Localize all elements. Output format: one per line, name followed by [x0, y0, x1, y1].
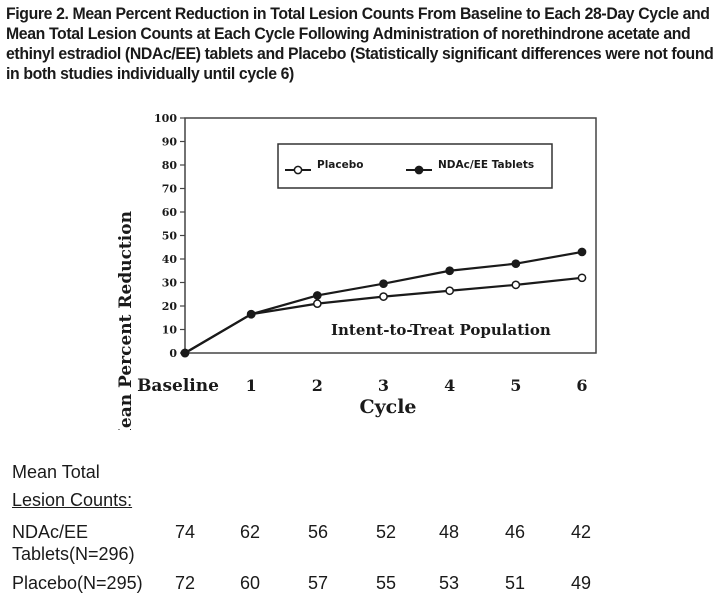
x-axis-label: Cycle — [359, 396, 416, 418]
data-point — [445, 286, 455, 296]
table-cell: 74 — [174, 522, 196, 542]
y-ticks: 0 10 20 30 40 50 60 70 80 90 100 — [154, 112, 185, 360]
legend: Placebo NDAc/EE Tablets — [277, 143, 553, 189]
y-tick-label: 10 — [162, 324, 178, 337]
data-point — [511, 280, 521, 290]
table-cell: 62 — [239, 522, 261, 542]
table-cell: 53 — [438, 573, 460, 593]
y-tick-label: 50 — [162, 230, 178, 243]
x-tick-label: 1 — [246, 376, 257, 395]
table-cell: 46 — [504, 522, 526, 542]
table-cell: 57 — [307, 573, 329, 593]
x-tick-label: 4 — [444, 376, 455, 395]
series-line-0 — [184, 276, 583, 354]
y-tick-label: 70 — [162, 183, 178, 196]
data-point — [312, 299, 322, 308]
y-tick-label: 20 — [162, 300, 178, 313]
data-point — [577, 273, 587, 283]
table-cell: 42 — [570, 522, 592, 542]
data-point — [312, 291, 322, 300]
legend-label: NDAc/EE Tablets — [438, 159, 534, 171]
legend-box — [277, 143, 553, 189]
table-cell: 72 — [174, 573, 196, 593]
x-tick-label: 3 — [378, 376, 389, 395]
row-label-ndac-line2: Tablets(N=296) — [12, 544, 135, 564]
table-cell: 51 — [504, 573, 526, 593]
table-cell: 52 — [375, 522, 397, 542]
y-tick-label: 0 — [169, 347, 177, 360]
series-points — [180, 247, 587, 358]
table-header-line2: Lesion Counts: — [12, 490, 133, 510]
y-tick-label: 80 — [162, 159, 178, 172]
figure-title: Figure 2. Mean Percent Reduction in Tota… — [6, 4, 714, 83]
table-cell: 56 — [307, 522, 329, 542]
x-tick-label: Baseline — [137, 376, 219, 396]
x-tick-label: 6 — [576, 376, 587, 395]
row-label-ndac: NDAc/EE — [12, 522, 89, 542]
row-label-placebo: Placebo(N=295) — [12, 573, 143, 593]
data-point — [180, 348, 190, 358]
y-tick-label: 100 — [154, 112, 177, 125]
legend-marker — [414, 165, 424, 175]
y-tick-label: 30 — [162, 277, 178, 290]
y-tick-label: 60 — [162, 206, 178, 219]
table-cell: 55 — [375, 573, 397, 593]
table-row: 72 60 57 55 53 51 49 — [0, 573, 720, 597]
table-cell: 48 — [438, 522, 460, 542]
annotation-intent-to-treat: Intent-to-Treat Population — [331, 321, 551, 339]
y-axis-label: Mean Percent Reduction — [116, 211, 136, 430]
table-cell: 60 — [239, 573, 261, 593]
x-ticks: Baseline 1 2 3 4 5 6 — [137, 376, 588, 396]
table-row: 74 62 56 52 48 46 42 — [0, 522, 720, 546]
x-tick-label: 5 — [510, 376, 521, 395]
y-tick-label: 90 — [162, 136, 178, 149]
data-point — [511, 259, 521, 269]
data-point — [246, 309, 256, 319]
data-point — [379, 279, 388, 289]
data-point — [379, 292, 388, 301]
table-header-line1: Mean Total — [12, 462, 100, 482]
table-cell: 49 — [570, 573, 592, 593]
x-tick-label: 2 — [312, 376, 323, 395]
y-tick-label: 40 — [162, 253, 178, 266]
legend-marker — [293, 165, 303, 175]
data-point — [577, 247, 587, 257]
legend-label: Placebo — [317, 159, 363, 171]
data-point — [445, 266, 455, 276]
chart: 0 10 20 30 40 50 60 70 80 90 100 Baseline 1 2 3 4 5 6 Pl… — [116, 112, 597, 430]
